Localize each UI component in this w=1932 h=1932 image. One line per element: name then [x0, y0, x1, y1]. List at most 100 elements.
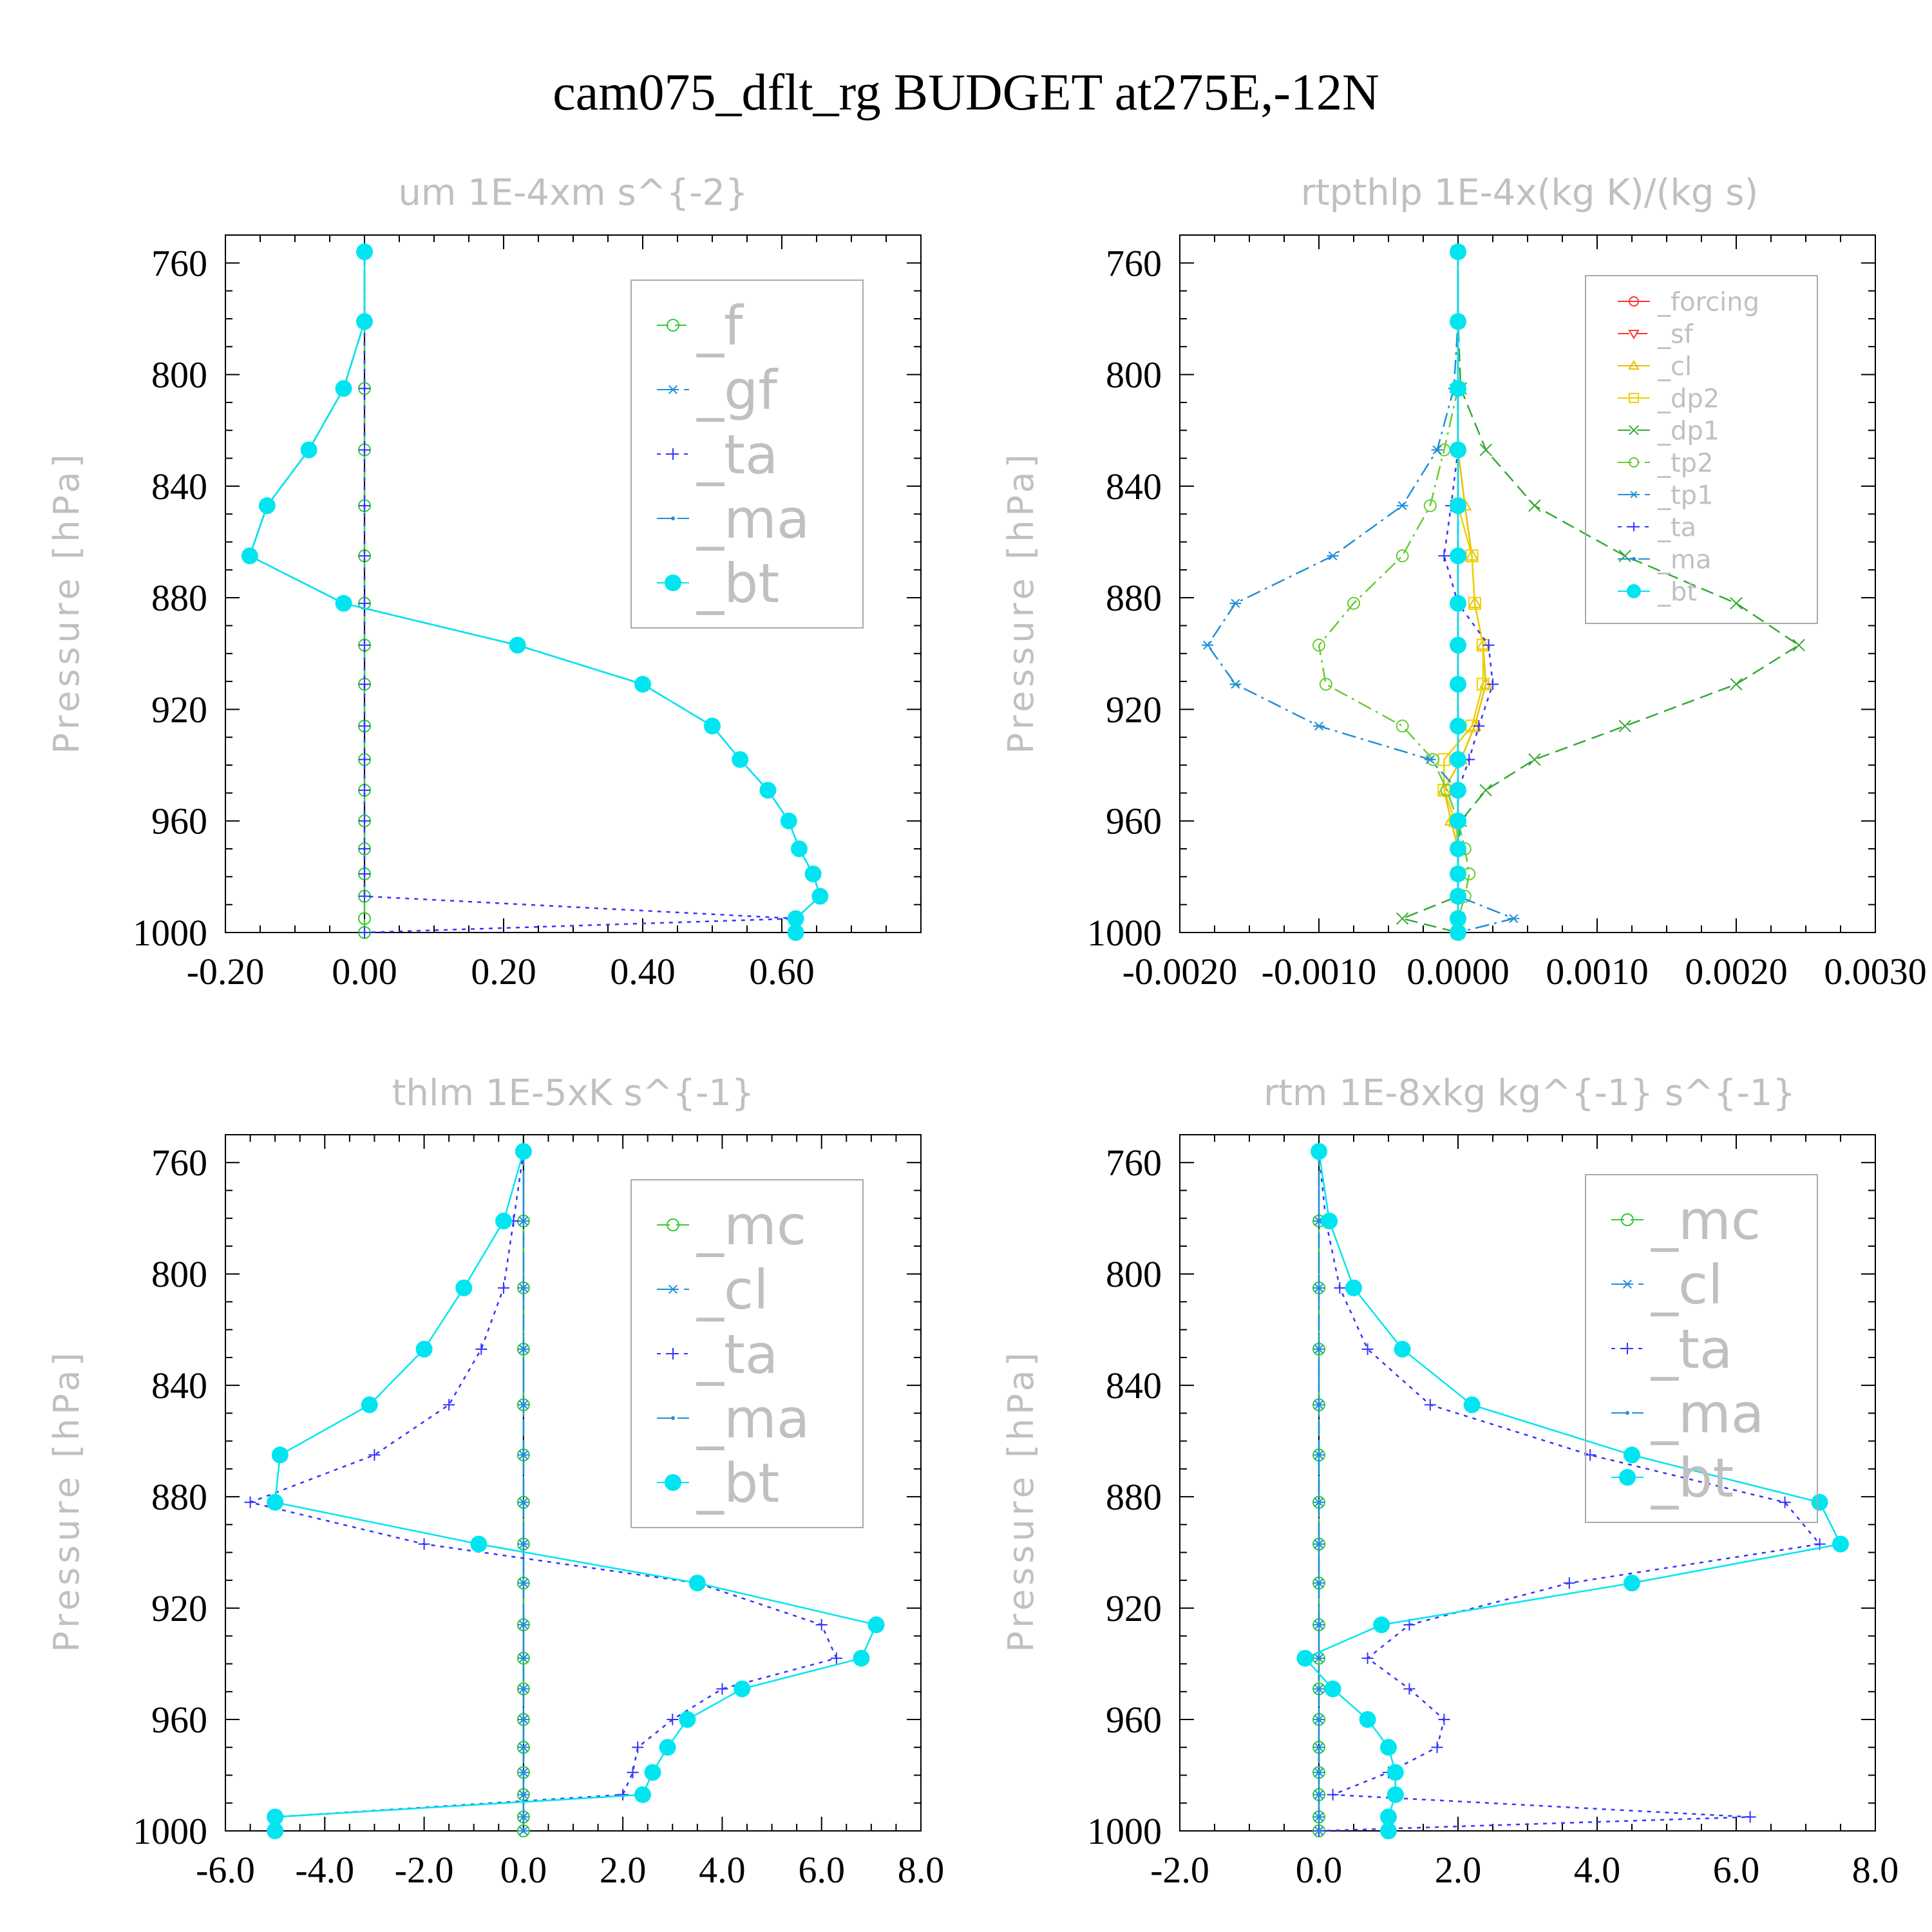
panel-title-thlm: thlm 1E-5xK s^{-1}: [392, 1072, 754, 1114]
data-point: [1450, 243, 1466, 260]
data-point: [1450, 924, 1466, 941]
data-point: [1387, 1764, 1404, 1781]
legend-label: _tp1: [1657, 480, 1714, 510]
data-point: [1624, 1446, 1640, 1464]
data-point: [1424, 755, 1436, 764]
data-point: [688, 1575, 706, 1592]
data-point: [1317, 1770, 1321, 1775]
series-bt: [267, 1142, 885, 1839]
data-point: [867, 1616, 885, 1634]
x-tick-label: 0.0010: [1546, 951, 1649, 992]
legend-label: _ma: [1651, 1382, 1764, 1445]
data-point: [1450, 812, 1466, 829]
data-point: [632, 1741, 644, 1754]
panel-thlm: thlm 1E-5xK s^{-1} Pressure [hPa] -6.0 -4…: [46, 1072, 944, 1891]
data-point: [1730, 677, 1743, 691]
data-point: [415, 1340, 433, 1358]
data-point: [1317, 1403, 1321, 1407]
data-point: [1473, 720, 1485, 732]
data-point: [361, 1396, 378, 1414]
y-tick-label: 920: [1106, 688, 1162, 730]
data-point: [359, 868, 370, 880]
data-point: [1528, 753, 1541, 766]
data-point: [1438, 550, 1450, 562]
data-point: [498, 1282, 509, 1294]
y-tick-label: 760: [1106, 1142, 1162, 1184]
data-point: [359, 843, 370, 855]
data-point: [667, 1714, 679, 1726]
y-tick-label: 840: [1106, 466, 1162, 507]
x-tick-label: 2.0: [600, 1849, 647, 1891]
data-point: [1450, 594, 1466, 612]
legend-marker: [1628, 360, 1640, 370]
legend-label: _bt: [696, 552, 779, 615]
data-point: [1317, 1542, 1321, 1546]
plot-frame: [1179, 234, 1876, 933]
data-point: [1312, 638, 1325, 652]
legend-marker: [667, 1218, 679, 1231]
x-tick-label: -0.0020: [1122, 951, 1238, 992]
data-point: [1317, 1829, 1321, 1833]
data-point: [359, 753, 370, 766]
series-cl: [1437, 245, 1493, 938]
data-point: [1202, 640, 1214, 650]
x-tick-label: -0.0010: [1262, 951, 1377, 992]
data-point: [515, 1142, 532, 1160]
data-point: [267, 1823, 284, 1839]
data-point: [780, 812, 797, 829]
y-tick-label: 880: [151, 577, 207, 619]
legend-label: _f: [696, 294, 744, 357]
data-point: [1334, 1282, 1346, 1294]
data-point: [1321, 1213, 1338, 1230]
legend-label: _dp2: [1657, 384, 1719, 413]
y-tick-label: 880: [151, 1476, 207, 1518]
x-tick-label: 0.0: [500, 1849, 547, 1891]
y-tick-label: 1000: [133, 912, 207, 954]
y-tick-label: 960: [151, 800, 207, 842]
y-tick-label: 800: [1106, 1253, 1162, 1295]
data-point: [359, 639, 370, 651]
data-point: [1450, 380, 1466, 397]
data-point: [368, 1449, 381, 1461]
data-point: [1423, 499, 1437, 513]
legend-label: _cl: [696, 1258, 769, 1321]
data-point: [359, 720, 370, 732]
y-axis-label-um: Pressure [hPa]: [46, 450, 87, 753]
data-point: [1313, 721, 1325, 731]
data-point: [1317, 1687, 1321, 1691]
x-tick-label: 8.0: [898, 1849, 945, 1891]
panel-um: um 1E-4xm s^{-2} Pressure [hPa] -0.20 0.0…: [46, 172, 922, 992]
panel-rtm: rtm 1E-8xkg kg^{-1} s^{-1} Pressure [hPa…: [1001, 1072, 1899, 1891]
y-axis-label-rtpthlp: Pressure [hPa]: [1001, 450, 1041, 753]
legend-label: _ma: [696, 488, 810, 551]
data-point: [356, 243, 373, 260]
series-line: [1443, 252, 1487, 933]
data-point: [1373, 1616, 1390, 1634]
y-tick-label: 840: [151, 466, 207, 507]
legend-marker: [667, 1284, 679, 1294]
y-tick-label: 840: [1106, 1365, 1162, 1406]
series-tp1: [1202, 247, 1520, 938]
data-point: [335, 594, 352, 612]
legend-marker: [667, 319, 679, 332]
data-point: [359, 500, 370, 512]
plot-frame: [225, 234, 922, 933]
data-point: [634, 676, 651, 693]
series-line: [1206, 252, 1517, 934]
data-point: [732, 751, 749, 768]
data-point: [1387, 1786, 1404, 1803]
y-tick-label: 960: [151, 1699, 207, 1741]
y-tick-label: 760: [151, 242, 207, 284]
y-tick-label: 960: [1106, 1699, 1162, 1741]
y-tick-label: 920: [151, 688, 207, 730]
data-point: [1450, 782, 1466, 799]
data-point: [521, 1770, 526, 1775]
y-tick-label: 920: [151, 1587, 207, 1629]
data-point: [1624, 1575, 1640, 1592]
data-point: [1450, 910, 1466, 927]
y-tick-label: 760: [151, 1142, 207, 1184]
legend-label: _tp2: [1657, 448, 1714, 478]
data-point: [1317, 1347, 1321, 1351]
data-point: [1431, 1741, 1443, 1754]
plot-frame: [225, 1134, 922, 1832]
